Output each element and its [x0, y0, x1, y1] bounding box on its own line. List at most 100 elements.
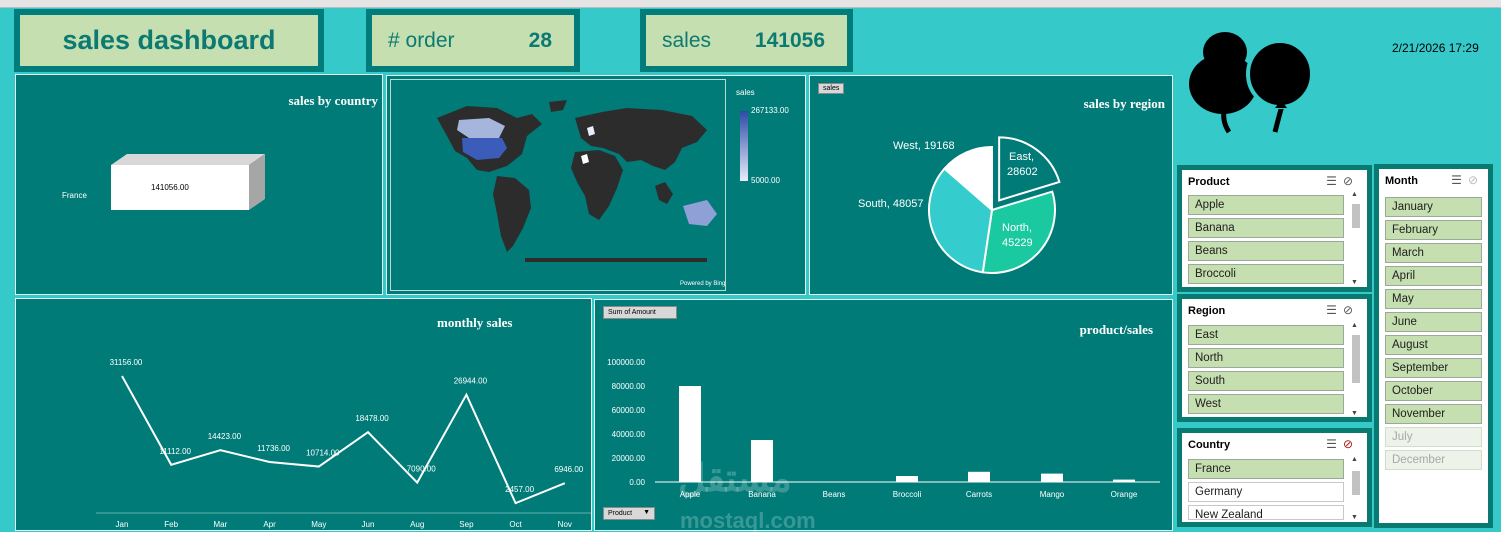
map-legend-max: 267133.00 [751, 106, 789, 115]
y-tick-label: 100000.00 [607, 358, 645, 367]
tick-label-jan: Jan [116, 520, 129, 529]
region-chart-panel[interactable]: sales sales by region East, 28602 North,… [809, 75, 1173, 295]
sales-card: sales 141056 [640, 9, 853, 72]
region-filter-button[interactable]: sales [818, 83, 845, 94]
slicer-item-west[interactable]: West [1188, 394, 1344, 414]
monthly-line-chart: 31156.00 Jan 11112.00 Feb 14423.00 Mar 11736.0… [96, 358, 591, 529]
bar-apple [679, 386, 701, 482]
bar-banana [751, 440, 773, 482]
dashboard-title: sales dashboard [62, 25, 276, 55]
slicer-item-march[interactable]: March [1385, 243, 1482, 263]
slicer-item-november[interactable]: November [1385, 404, 1482, 424]
slicer-item-south[interactable]: South [1188, 371, 1344, 391]
multi-select-icon[interactable]: ☰ [1326, 174, 1343, 188]
slicer-item-apple[interactable]: Apple [1188, 195, 1344, 215]
bar-broccoli [896, 476, 918, 482]
country-slicer-scrollbar[interactable]: ▲ ▼ [1350, 456, 1362, 521]
region-slicer[interactable]: Region ☰⊘ East North South West ▲ ▼ [1177, 294, 1372, 422]
clear-filter-icon[interactable]: ⊘ [1467, 173, 1484, 187]
slicer-item-beans[interactable]: Beans [1188, 241, 1344, 261]
clear-filter-active-icon[interactable]: ⊘ [1342, 437, 1359, 451]
monthly-chart-panel[interactable]: monthly sales 31156.00 Jan 11112.00 Feb 1442… [15, 298, 592, 531]
tick-label-banana: Banana [748, 490, 776, 499]
pie-label-east: East, [1009, 151, 1035, 163]
slicer-item-north[interactable]: North [1188, 348, 1344, 368]
product-slicer-scrollbar[interactable]: ▲ ▼ [1350, 191, 1362, 286]
order-label: # order [388, 28, 455, 52]
tick-label-mango: Mango [1040, 490, 1065, 499]
data-label-apr: 11736.00 [257, 444, 290, 453]
slicer-item-january[interactable]: January [1385, 197, 1482, 217]
slicer-item-april[interactable]: April [1385, 266, 1482, 286]
pie-label-east-value: 28602 [1007, 166, 1038, 178]
map-panel[interactable]: sales 267133.00 5000.00 Powered by Bing [386, 75, 806, 295]
slicer-item-east[interactable]: East [1188, 325, 1344, 345]
data-label-feb: 11112.00 [159, 447, 191, 456]
sales-label: sales [662, 28, 712, 52]
pie-slice-south [928, 167, 994, 274]
region-slicer-scrollbar[interactable]: ▲ ▼ [1350, 322, 1362, 417]
country-bar-chart [111, 154, 265, 210]
bar-mango [1041, 473, 1063, 482]
data-label-france: 141056.00 [151, 183, 189, 192]
france-region [587, 126, 595, 136]
product-axis-button-label: Product [608, 510, 633, 517]
scroll-down-icon[interactable]: ▼ [1351, 410, 1358, 417]
product-axis-button[interactable]: Product ▼ [603, 507, 655, 520]
product-slicer[interactable]: Product ☰⊘ Apple Banana Beans Broccoli ▲… [1177, 165, 1372, 292]
bar-carrots [968, 471, 990, 482]
data-label-oct: 2457.00 [505, 485, 534, 494]
country-slicer[interactable]: Country ☰⊘ France Germany New Zealand ▲ … [1177, 428, 1372, 527]
country-chart-panel[interactable]: sales by country France 141056.00 [15, 74, 383, 295]
clear-filter-icon[interactable]: ⊘ [1342, 174, 1359, 188]
sales-value: 141056 [754, 28, 825, 52]
monthly-sales-line [121, 375, 566, 505]
month-slicer[interactable]: Month ☰⊘ January February March April Ma… [1374, 164, 1493, 528]
scroll-up-icon[interactable]: ▲ [1351, 322, 1358, 329]
slicer-item-july[interactable]: July [1385, 427, 1482, 447]
tick-label-nov: Nov [558, 520, 572, 529]
data-label-sep: 26944.00 [454, 377, 488, 386]
y-tick-label: 80000.00 [612, 382, 646, 391]
tick-label-aug: Aug [410, 520, 424, 529]
multi-select-icon[interactable]: ☰ [1451, 173, 1468, 187]
tick-label-carrots: Carrots [966, 490, 992, 499]
scroll-up-icon[interactable]: ▲ [1351, 456, 1358, 463]
pie-label-north: North, [1002, 222, 1032, 234]
slicer-item-october[interactable]: October [1385, 381, 1482, 401]
slicer-item-banana[interactable]: Banana [1188, 218, 1344, 238]
watermark-latin: mostaql.com [680, 508, 816, 533]
sum-of-amount-button[interactable]: Sum of Amount [603, 306, 677, 319]
tick-label-beans: Beans [823, 490, 846, 499]
pie-slice-north [981, 190, 1056, 274]
tick-label-broccoli: Broccoli [893, 490, 922, 499]
clear-filter-icon[interactable]: ⊘ [1342, 303, 1359, 317]
world-map [437, 100, 717, 262]
slicer-item-france[interactable]: France [1188, 459, 1344, 479]
scroll-down-icon[interactable]: ▼ [1351, 279, 1358, 286]
scroll-up-icon[interactable]: ▲ [1351, 191, 1358, 198]
y-tick-label: 40000.00 [612, 430, 646, 439]
pie-slice-east [998, 136, 1061, 202]
slicer-item-june[interactable]: June [1385, 312, 1482, 332]
tick-label-oct: Oct [509, 520, 522, 529]
bar-side-face [249, 154, 265, 210]
multi-select-icon[interactable]: ☰ [1326, 303, 1343, 317]
slicer-item-august[interactable]: August [1385, 335, 1482, 355]
scroll-down-icon[interactable]: ▼ [1351, 514, 1358, 521]
slicer-item-germany[interactable]: Germany [1188, 482, 1344, 502]
pie-label-south: South, 48057 [858, 198, 924, 210]
slicer-item-december[interactable]: December [1385, 450, 1482, 470]
data-label-may: 10714.00 [306, 449, 340, 458]
multi-select-icon[interactable]: ☰ [1326, 437, 1343, 451]
slicer-item-broccoli[interactable]: Broccoli [1188, 264, 1344, 284]
slicer-item-september[interactable]: September [1385, 358, 1482, 378]
product-chart-panel[interactable]: Sum of Amount product/sales 0.00 20000.00… [594, 299, 1173, 531]
slicer-item-may[interactable]: May [1385, 289, 1482, 309]
category-label-france: France [62, 191, 87, 200]
balloons-icon [1189, 32, 1311, 134]
bar-france [111, 165, 249, 210]
slicer-item-new-zealand[interactable]: New Zealand [1188, 505, 1344, 520]
map-legend-min: 5000.00 [751, 176, 780, 185]
slicer-item-february[interactable]: February [1385, 220, 1482, 240]
